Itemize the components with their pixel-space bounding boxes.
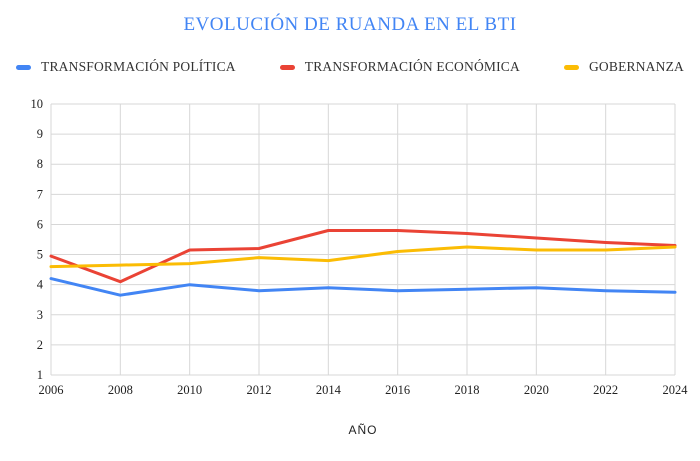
x-tick-label: 2020: [524, 383, 549, 397]
x-tick-label: 2022: [593, 383, 618, 397]
y-tick-label: 8: [37, 157, 43, 171]
x-tick-label: 2012: [247, 383, 272, 397]
legend-item-transformacion-economica: TRANSFORMACIÓN ECONÓMICA: [279, 59, 520, 75]
y-tick-label: 1: [37, 368, 43, 382]
x-tick-label: 2010: [177, 383, 202, 397]
legend-item-gobernanza: GOBERNANZA: [563, 59, 684, 75]
x-tick-label: 2006: [39, 383, 64, 397]
y-tick-label: 2: [37, 338, 43, 352]
legend-swatch-politica-icon: [16, 64, 32, 70]
x-tick-label: 2024: [663, 383, 689, 397]
chart-title: EVOLUCIÓN DE RUANDA EN EL BTI: [183, 14, 517, 35]
x-axis-title: AÑO: [348, 423, 378, 437]
y-tick-label: 6: [37, 217, 43, 231]
y-tick-label: 9: [37, 127, 43, 141]
y-tick-label: 5: [37, 248, 43, 262]
y-tick-label: 4: [37, 278, 44, 292]
legend: TRANSFORMACIÓN POLÍTICA TRANSFORMACIÓN E…: [0, 59, 700, 75]
legend-item-transformacion-politica: TRANSFORMACIÓN POLÍTICA: [16, 59, 236, 75]
legend-swatch-gobernanza-icon: [563, 64, 579, 70]
x-tick-label: 2016: [385, 383, 410, 397]
legend-label-gobernanza: GOBERNANZA: [588, 59, 684, 74]
y-tick-label: 3: [37, 308, 43, 322]
x-tick-label: 2014: [316, 383, 342, 397]
series-line-2: [49, 245, 677, 269]
legend-swatch-economica-icon: [279, 64, 295, 70]
x-tick-label: 2018: [455, 383, 480, 397]
y-tick-label: 10: [31, 97, 44, 111]
x-tick-label: 2008: [108, 383, 133, 397]
legend-label-politica: TRANSFORMACIÓN POLÍTICA: [41, 59, 236, 74]
y-tick-label: 7: [37, 187, 43, 201]
legend-label-economica: TRANSFORMACIÓN ECONÓMICA: [304, 59, 520, 74]
series-line-0: [49, 277, 677, 297]
